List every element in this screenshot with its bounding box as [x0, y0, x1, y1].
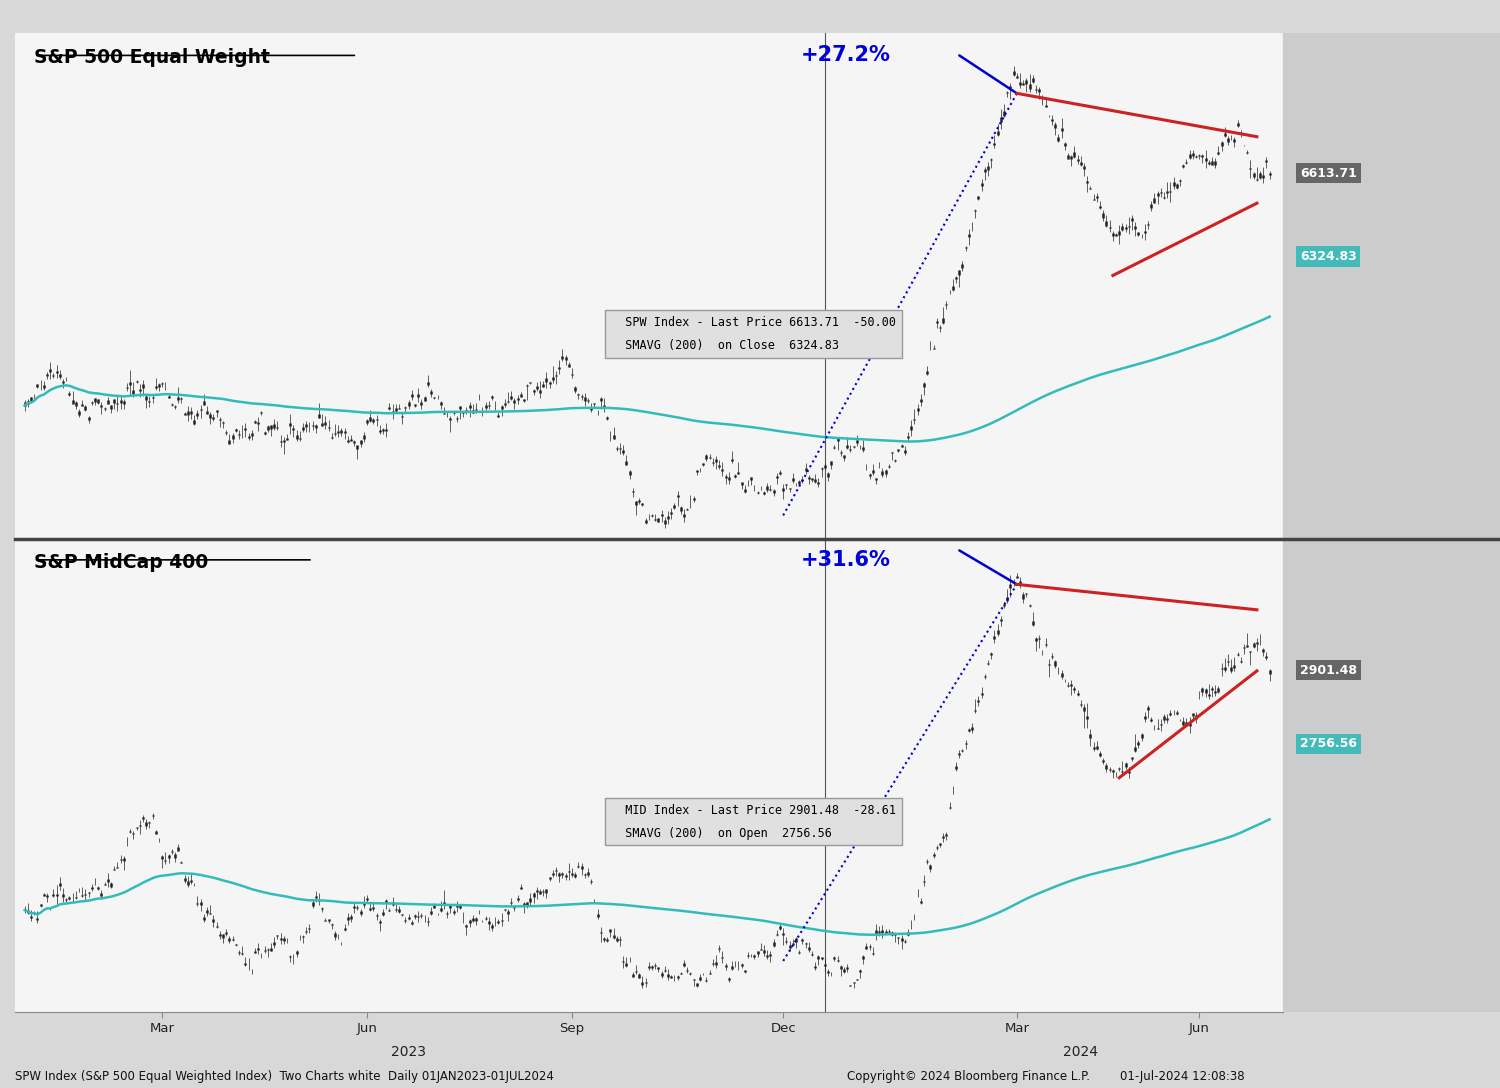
- Text: 6324.83: 6324.83: [1300, 250, 1356, 263]
- Text: S&P MidCap 400: S&P MidCap 400: [34, 553, 209, 572]
- Text: +27.2%: +27.2%: [801, 46, 891, 65]
- Text: Copyright© 2024 Bloomberg Finance L.P.        01-Jul-2024 12:08:38: Copyright© 2024 Bloomberg Finance L.P. 0…: [847, 1070, 1245, 1083]
- Text: SPW Index (S&P 500 Equal Weighted Index)  Two Charts white  Daily 01JAN2023-01JU: SPW Index (S&P 500 Equal Weighted Index)…: [15, 1070, 554, 1083]
- Text: 2901.48: 2901.48: [1300, 664, 1358, 677]
- Text: 2023: 2023: [392, 1044, 426, 1059]
- Text: 2024: 2024: [1064, 1044, 1098, 1059]
- Text: +31.6%: +31.6%: [801, 551, 891, 570]
- Text: S&P 500 Equal Weight: S&P 500 Equal Weight: [34, 48, 270, 66]
- Text: 2756.56: 2756.56: [1300, 738, 1358, 751]
- Text: 6613.71: 6613.71: [1300, 166, 1358, 180]
- Text: SPW Index - Last Price 6613.71  -50.00
  SMAVG (200)  on Close  6324.83: SPW Index - Last Price 6613.71 -50.00 SM…: [610, 316, 896, 351]
- Text: MID Index - Last Price 2901.48  -28.61
  SMAVG (200)  on Open  2756.56: MID Index - Last Price 2901.48 -28.61 SM…: [610, 804, 896, 840]
